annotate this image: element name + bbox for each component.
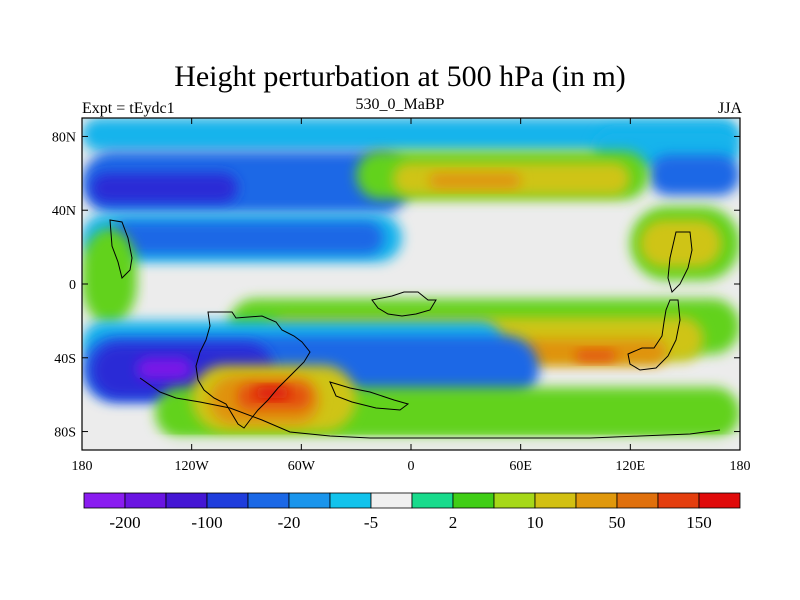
colorbar-swatch: [575, 492, 618, 509]
field-tropic-green-west: [82, 228, 137, 325]
colorbar-swatch: [534, 492, 577, 509]
coastline-antarctic-peninsula: [329, 381, 410, 411]
colorbar-swatch: [411, 492, 454, 509]
colorbar-swatch: [452, 492, 495, 509]
field-midlat-blue-west: [109, 221, 384, 255]
colorbar-label: -5: [364, 513, 378, 532]
colorbar-swatch: [657, 492, 700, 509]
field-south-red-east: [575, 350, 616, 362]
x-tick-label: 60E: [509, 459, 532, 474]
x-tick-label: 180: [730, 459, 751, 474]
y-tick-label: 40N: [52, 204, 76, 219]
axis-ticks: 180 120W 60W 0 60E 120E 180 80N 40N 0 40S 80S: [52, 118, 751, 474]
colorbar-swatch: [329, 492, 372, 509]
y-tick-label: 80N: [52, 130, 76, 145]
colorbar-label: 50: [609, 513, 626, 532]
coastline-north-america: [109, 219, 133, 279]
x-tick-label: 0: [408, 459, 415, 474]
colorbar-label: 10: [527, 513, 544, 532]
experiment-label: Expt = tEydc1: [82, 100, 175, 117]
colorbar-swatch: [288, 492, 331, 509]
field-arctic-cyan-band: [82, 118, 740, 152]
colorbar-swatch: [165, 492, 208, 509]
field-southern-purple-core: [136, 357, 192, 380]
colorbar-swatch: [83, 492, 126, 509]
x-tick-label: 120W: [175, 459, 210, 474]
contour-field: [82, 118, 740, 450]
y-tick-label: 40S: [54, 352, 76, 367]
colorbar-swatch: [124, 492, 167, 509]
colorbar: -200 -100 -20 -5 2 10 50 150: [83, 492, 741, 532]
x-tick-label: 180: [72, 459, 93, 474]
colorbar-swatch: [206, 492, 249, 509]
coastline-africa: [371, 291, 437, 317]
colorbar-swatch: [247, 492, 290, 509]
field-north-orange-core: [429, 173, 521, 189]
colorbar-label: 150: [686, 513, 712, 532]
coastline-asia-east: [667, 231, 693, 293]
field-midlat-yellow-east: [639, 219, 722, 268]
colorbar-swatch: [698, 492, 741, 509]
colorbar-swatch: [616, 492, 659, 509]
coastlines: [109, 219, 721, 439]
colorbar-swatch: [493, 492, 536, 509]
x-tick-label: 120E: [616, 459, 646, 474]
x-tick-label: 60W: [288, 459, 316, 474]
colorbar-label: -200: [109, 513, 140, 532]
colorbar-label: 2: [449, 513, 458, 532]
subtitle: 530_0_MaBP: [355, 96, 445, 113]
coastline-antarctica: [139, 377, 721, 439]
colorbar-swatch: [370, 492, 413, 509]
y-tick-label: 80S: [54, 426, 76, 441]
coastline-australia: [627, 299, 681, 371]
season-label: JJA: [717, 100, 742, 117]
plot-title: Height perturbation at 500 hPa (in m): [174, 60, 626, 93]
colorbar-label: -100: [191, 513, 222, 532]
field-antarctic-deep-red: [255, 387, 289, 399]
colorbar-label: -20: [278, 513, 301, 532]
field-north-deep-blue-west: [91, 173, 238, 203]
y-tick-label: 0: [69, 278, 76, 293]
coastline-south-america: [195, 311, 311, 429]
field-north-blue-east: [648, 154, 740, 196]
